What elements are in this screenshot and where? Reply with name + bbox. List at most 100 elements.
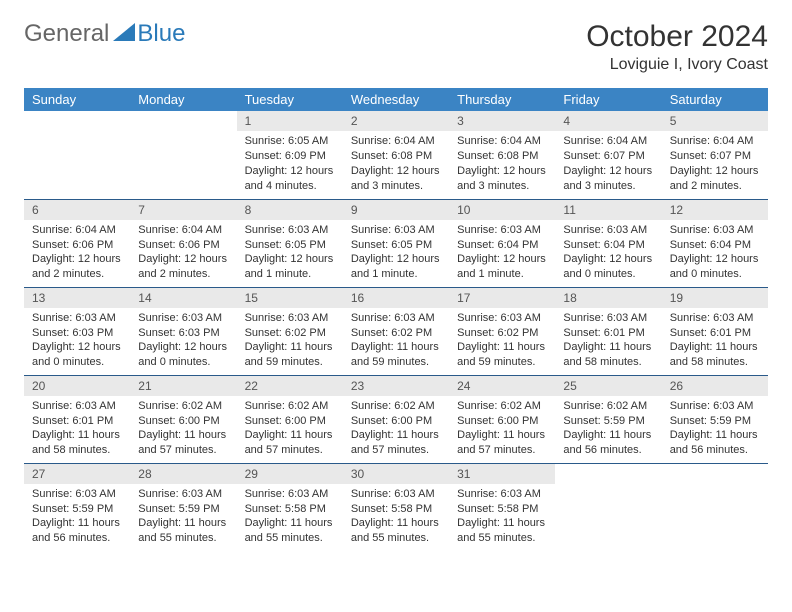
weekday-header: Tuesday	[237, 88, 343, 111]
day-number: 21	[130, 376, 236, 396]
sunset-text: Sunset: 6:04 PM	[457, 238, 547, 253]
daylight-text: Daylight: 12 hours and 1 minute.	[351, 252, 441, 282]
sunset-text: Sunset: 6:00 PM	[245, 414, 335, 429]
sunset-text: Sunset: 5:59 PM	[563, 414, 653, 429]
sunrise-text: Sunrise: 6:02 AM	[245, 399, 335, 414]
calendar-cell: 1Sunrise: 6:05 AMSunset: 6:09 PMDaylight…	[237, 111, 343, 199]
daylight-text: Daylight: 11 hours and 57 minutes.	[138, 428, 228, 458]
logo-text-blue: Blue	[137, 20, 185, 48]
calendar-cell	[130, 111, 236, 199]
sunset-text: Sunset: 6:01 PM	[670, 326, 760, 341]
sunset-text: Sunset: 6:01 PM	[32, 414, 122, 429]
calendar-cell: 9Sunrise: 6:03 AMSunset: 6:05 PMDaylight…	[343, 199, 449, 287]
calendar-cell: 22Sunrise: 6:02 AMSunset: 6:00 PMDayligh…	[237, 375, 343, 463]
sunrise-text: Sunrise: 6:02 AM	[138, 399, 228, 414]
weekday-header: Saturday	[662, 88, 768, 111]
day-details: Sunrise: 6:03 AMSunset: 6:03 PMDaylight:…	[130, 308, 236, 373]
sunrise-text: Sunrise: 6:03 AM	[457, 311, 547, 326]
day-number: 11	[555, 200, 661, 220]
calendar-row: 20Sunrise: 6:03 AMSunset: 6:01 PMDayligh…	[24, 375, 768, 463]
day-number: 30	[343, 464, 449, 484]
calendar-cell: 13Sunrise: 6:03 AMSunset: 6:03 PMDayligh…	[24, 287, 130, 375]
sunset-text: Sunset: 6:00 PM	[351, 414, 441, 429]
day-number: 7	[130, 200, 236, 220]
day-details: Sunrise: 6:03 AMSunset: 6:05 PMDaylight:…	[343, 220, 449, 285]
day-number: 25	[555, 376, 661, 396]
day-number: 9	[343, 200, 449, 220]
sunrise-text: Sunrise: 6:03 AM	[351, 311, 441, 326]
daylight-text: Daylight: 12 hours and 4 minutes.	[245, 164, 335, 194]
calendar-cell: 23Sunrise: 6:02 AMSunset: 6:00 PMDayligh…	[343, 375, 449, 463]
day-number: 24	[449, 376, 555, 396]
logo-triangle-icon	[113, 20, 135, 48]
day-number: 19	[662, 288, 768, 308]
day-number: 17	[449, 288, 555, 308]
sunset-text: Sunset: 6:07 PM	[563, 149, 653, 164]
daylight-text: Daylight: 12 hours and 3 minutes.	[457, 164, 547, 194]
daylight-text: Daylight: 11 hours and 55 minutes.	[457, 516, 547, 546]
sunrise-text: Sunrise: 6:04 AM	[457, 134, 547, 149]
sunrise-text: Sunrise: 6:03 AM	[457, 487, 547, 502]
day-details: Sunrise: 6:03 AMSunset: 6:01 PMDaylight:…	[555, 308, 661, 373]
day-number: 4	[555, 111, 661, 131]
day-details: Sunrise: 6:03 AMSunset: 6:02 PMDaylight:…	[343, 308, 449, 373]
daylight-text: Daylight: 11 hours and 56 minutes.	[563, 428, 653, 458]
daylight-text: Daylight: 11 hours and 59 minutes.	[351, 340, 441, 370]
weekday-header: Sunday	[24, 88, 130, 111]
sunrise-text: Sunrise: 6:02 AM	[351, 399, 441, 414]
sunrise-text: Sunrise: 6:03 AM	[351, 487, 441, 502]
day-details: Sunrise: 6:03 AMSunset: 5:59 PMDaylight:…	[662, 396, 768, 461]
day-details: Sunrise: 6:03 AMSunset: 6:02 PMDaylight:…	[449, 308, 555, 373]
sunrise-text: Sunrise: 6:03 AM	[670, 311, 760, 326]
calendar-cell: 28Sunrise: 6:03 AMSunset: 5:59 PMDayligh…	[130, 463, 236, 551]
calendar-cell	[555, 463, 661, 551]
daylight-text: Daylight: 12 hours and 0 minutes.	[670, 252, 760, 282]
calendar-cell: 15Sunrise: 6:03 AMSunset: 6:02 PMDayligh…	[237, 287, 343, 375]
calendar-row: 27Sunrise: 6:03 AMSunset: 5:59 PMDayligh…	[24, 463, 768, 551]
calendar-cell: 10Sunrise: 6:03 AMSunset: 6:04 PMDayligh…	[449, 199, 555, 287]
sunset-text: Sunset: 6:05 PM	[245, 238, 335, 253]
sunrise-text: Sunrise: 6:04 AM	[670, 134, 760, 149]
sunset-text: Sunset: 6:00 PM	[138, 414, 228, 429]
sunset-text: Sunset: 6:07 PM	[670, 149, 760, 164]
sunset-text: Sunset: 6:01 PM	[563, 326, 653, 341]
sunrise-text: Sunrise: 6:03 AM	[138, 311, 228, 326]
sunrise-text: Sunrise: 6:02 AM	[563, 399, 653, 414]
calendar-cell: 25 Sunrise: 6:02 AMSunset: 5:59 PMDayligh…	[555, 375, 661, 463]
day-details: Sunrise: 6:03 AMSunset: 5:59 PMDaylight:…	[130, 484, 236, 549]
sunset-text: Sunset: 6:06 PM	[138, 238, 228, 253]
calendar-cell: 2Sunrise: 6:04 AMSunset: 6:08 PMDaylight…	[343, 111, 449, 199]
calendar-cell: 20Sunrise: 6:03 AMSunset: 6:01 PMDayligh…	[24, 375, 130, 463]
calendar-cell: 26Sunrise: 6:03 AMSunset: 5:59 PMDayligh…	[662, 375, 768, 463]
day-details: Sunrise: 6:04 AMSunset: 6:08 PMDaylight:…	[343, 131, 449, 196]
day-details: Sunrise: 6:04 AMSunset: 6:07 PMDaylight:…	[662, 131, 768, 196]
day-details: Sunrise: 6:02 AMSunset: 6:00 PMDaylight:…	[130, 396, 236, 461]
daylight-text: Daylight: 11 hours and 58 minutes.	[563, 340, 653, 370]
day-details: Sunrise: 6:03 AMSunset: 6:03 PMDaylight:…	[24, 308, 130, 373]
logo-text-general: General	[24, 20, 109, 48]
day-number: 14	[130, 288, 236, 308]
daylight-text: Daylight: 12 hours and 3 minutes.	[563, 164, 653, 194]
daylight-text: Daylight: 11 hours and 55 minutes.	[245, 516, 335, 546]
sunrise-text: Sunrise: 6:02 AM	[457, 399, 547, 414]
daylight-text: Daylight: 11 hours and 56 minutes.	[670, 428, 760, 458]
calendar-cell: 8Sunrise: 6:03 AMSunset: 6:05 PMDaylight…	[237, 199, 343, 287]
calendar-cell: 24Sunrise: 6:02 AMSunset: 6:00 PMDayligh…	[449, 375, 555, 463]
sunset-text: Sunset: 5:59 PM	[32, 502, 122, 517]
weekday-header: Wednesday	[343, 88, 449, 111]
weekday-header: Thursday	[449, 88, 555, 111]
day-details: Sunrise: 6:03 AMSunset: 6:05 PMDaylight:…	[237, 220, 343, 285]
title-block: October 2024 Loviguie I, Ivory Coast	[586, 20, 768, 74]
daylight-text: Daylight: 12 hours and 3 minutes.	[351, 164, 441, 194]
day-details: Sunrise: 6:04 AMSunset: 6:06 PMDaylight:…	[130, 220, 236, 285]
day-details: Sunrise: 6:03 AMSunset: 6:04 PMDaylight:…	[662, 220, 768, 285]
calendar-cell: 16Sunrise: 6:03 AMSunset: 6:02 PMDayligh…	[343, 287, 449, 375]
day-number: 20	[24, 376, 130, 396]
day-details: Sunrise: 6:03 AMSunset: 5:59 PMDaylight:…	[24, 484, 130, 549]
calendar-row: 6Sunrise: 6:04 AMSunset: 6:06 PMDaylight…	[24, 199, 768, 287]
sunrise-text: Sunrise: 6:03 AM	[351, 223, 441, 238]
day-details: Sunrise: 6:03 AMSunset: 5:58 PMDaylight:…	[449, 484, 555, 549]
sunset-text: Sunset: 6:02 PM	[457, 326, 547, 341]
day-details: Sunrise: 6:04 AMSunset: 6:06 PMDaylight:…	[24, 220, 130, 285]
day-details: Sunrise: 6:03 AMSunset: 6:04 PMDaylight:…	[555, 220, 661, 285]
